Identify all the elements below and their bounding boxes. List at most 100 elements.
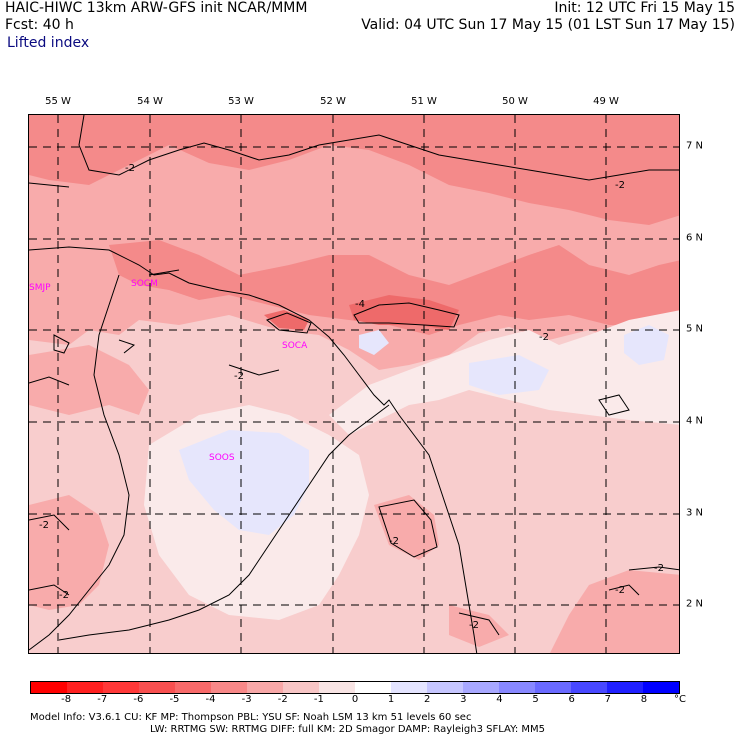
colorbar-tick-label: 1: [387, 694, 395, 705]
contour-line-minus4: [353, 302, 460, 328]
longitude-label: 51 W: [411, 96, 437, 107]
colorbar-swatch: [175, 682, 211, 693]
li-plus1-region: [179, 430, 309, 535]
border-line: [29, 274, 130, 651]
contour-label: -2: [615, 180, 625, 191]
colorbar-swatch: [283, 682, 319, 693]
contour-label: -2: [615, 585, 625, 596]
model-info-line2: LW: RRTMG SW: RRTMG DIFF: full KM: 2D Sm…: [150, 724, 546, 735]
field-name: Lifted index: [7, 35, 90, 51]
colorbar-swatch: [355, 682, 391, 693]
station-label: SOCA: [282, 341, 308, 351]
li-plus1-region: [469, 355, 549, 395]
colorbar-unit: °C: [674, 694, 686, 705]
contour-label: -2: [39, 520, 49, 531]
coastline: [29, 246, 478, 653]
lifted-index-map: [29, 115, 679, 653]
contour-label: -2: [539, 332, 549, 343]
colorbar-swatch: [643, 682, 679, 693]
colorbar-tick-label: 4: [496, 694, 503, 705]
contour-line-minus2: [628, 566, 679, 571]
contour-line-minus2: [29, 584, 70, 596]
contour-label: -2: [469, 620, 479, 631]
colorbar-swatch: [139, 682, 175, 693]
latitude-label: 4 N: [686, 415, 704, 427]
colorbar-tick-label: 0: [351, 694, 359, 705]
latitude-label: 3 N: [686, 507, 704, 519]
border-line: [148, 269, 180, 276]
contour-label: -2: [654, 563, 664, 574]
contour-label: -4: [355, 299, 365, 310]
contour-line-minus2: [29, 182, 70, 188]
colorbar-tick-label: -3: [241, 694, 252, 705]
li-minus2-region: [374, 495, 439, 560]
colorbar: [30, 681, 680, 694]
latitude-label: 6 N: [686, 232, 704, 244]
lat-lon-grid: [29, 115, 679, 653]
colorbar-tick-label: -7: [97, 694, 108, 705]
colorbar-swatch: [607, 682, 643, 693]
station-label: SMJP: [29, 283, 51, 293]
colorbar-swatch: [31, 682, 67, 693]
colorbar-tick-label: 6: [568, 694, 575, 705]
colorbar-tick-label: 7: [604, 694, 611, 705]
contour-line-minus2: [228, 364, 280, 376]
border-line: [58, 404, 390, 641]
contour-label: -2: [125, 163, 135, 174]
longitude-label: 54 W: [137, 96, 163, 107]
li-plus1-region: [624, 325, 669, 365]
longitude-label: 50 W: [502, 96, 528, 107]
li-minus4-region: [264, 310, 309, 330]
contour-line-minus2: [53, 334, 70, 354]
contour-label: -2: [389, 536, 399, 547]
contour-line-minus2: [118, 339, 136, 354]
colorbar-tick-label: -6: [133, 694, 144, 705]
li-minus4-region: [349, 295, 459, 330]
map-panel: -2 -2 -4 -2 -2 -2 -2 -2 -2 -2 -2 SMJP SO…: [28, 114, 680, 654]
coastlines-borders: [29, 246, 478, 653]
colorbar-swatch: [463, 682, 499, 693]
colorbar-tick-label: -1: [313, 694, 324, 705]
contour-line-minus2: [608, 584, 640, 596]
colorbar-swatch: [67, 682, 103, 693]
latitude-label: 7 N: [686, 140, 704, 152]
colorbar-swatch: [391, 682, 427, 693]
longitude-label: 55 W: [45, 96, 71, 107]
li-minus3-region: [109, 240, 679, 335]
station-label: SOCM: [131, 279, 158, 289]
colorbar-tick-label: -2: [277, 694, 288, 705]
colorbar-swatch: [211, 682, 247, 693]
colorbar-swatch: [427, 682, 463, 693]
colorbar-tick-label: -4: [205, 694, 216, 705]
model-info-line1: Model Info: V3.6.1 CU: KF MP: Thompson P…: [30, 712, 472, 723]
colorbar-swatch: [571, 682, 607, 693]
li-minus2-region: [29, 495, 109, 610]
longitude-label: 49 W: [593, 96, 619, 107]
contour-line-minus2: [29, 514, 70, 531]
contour-line-minus2: [378, 499, 438, 558]
valid-time: Valid: 04 UTC Sun 17 May 15 (01 LST Sun …: [361, 17, 735, 33]
colorbar-swatch: [247, 682, 283, 693]
li-plus1-region: [359, 330, 389, 355]
forecast-hour: Fcst: 40 h: [5, 17, 74, 33]
colorbar-tick-label: 8: [640, 694, 648, 705]
li-minus2-region: [29, 345, 149, 415]
latitude-label: 5 N: [686, 323, 704, 335]
station-label: SOOS: [209, 453, 235, 463]
model-title: HAIC-HIWC 13km ARW-GFS init NCAR/MMM: [5, 0, 308, 16]
latitude-label: 2 N: [686, 598, 704, 610]
colorbar-tick-label: 2: [424, 694, 431, 705]
contour-line-minus2: [78, 115, 679, 181]
init-time: Init: 12 UTC Fri 15 May 15: [554, 0, 735, 16]
contour-line-minus2: [29, 376, 70, 386]
contour-label: -2: [59, 590, 69, 601]
contour-label: -2: [234, 371, 244, 382]
contour-line-minus4: [266, 312, 312, 334]
li-minus2-region: [550, 570, 679, 653]
colorbar-swatch: [499, 682, 535, 693]
contour-line-minus2: [458, 612, 500, 636]
colorbar-tick-label: 3: [460, 694, 467, 705]
li-minus2-region: [449, 605, 509, 647]
colorbar-tick-label: -8: [61, 694, 72, 705]
colorbar-swatch: [535, 682, 571, 693]
